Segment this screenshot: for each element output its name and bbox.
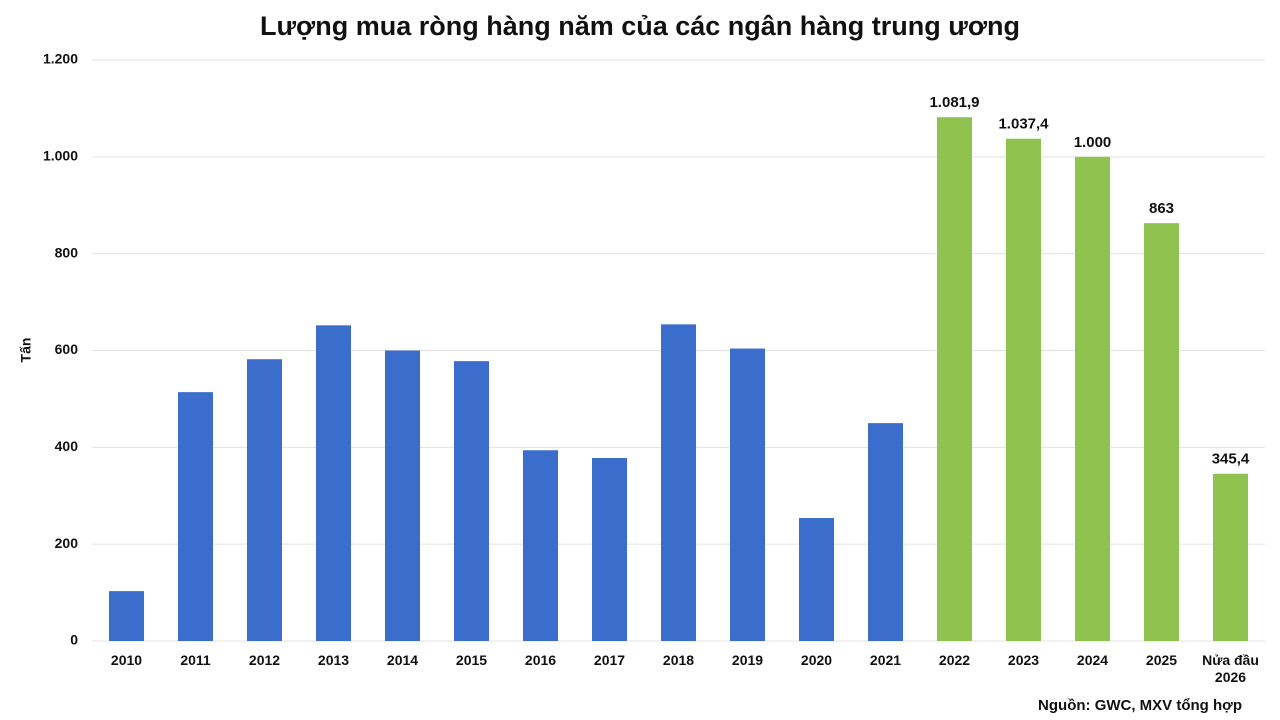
- bar: [661, 324, 696, 641]
- x-tick-label: 2025: [1145, 652, 1178, 668]
- bar: [799, 518, 834, 641]
- x-tick-label: 2010: [110, 652, 143, 668]
- bar: [454, 361, 489, 641]
- x-tick-label: 2015: [455, 652, 488, 668]
- value-label: 1.000: [1074, 134, 1112, 151]
- bar: [523, 450, 558, 641]
- bar: [316, 325, 351, 641]
- bar: [1144, 223, 1179, 641]
- bar: [592, 457, 627, 641]
- x-tick-label: Nửa đầu 2026: [1202, 652, 1259, 685]
- y-tick-label: 200: [55, 535, 79, 551]
- bar: [730, 348, 765, 641]
- x-tick-label: 2023: [1007, 652, 1040, 668]
- x-tick-label: 2013: [317, 652, 350, 668]
- x-tick-label: 2011: [180, 652, 211, 668]
- y-tick-label: 600: [55, 341, 79, 357]
- x-tick-label: 2021: [869, 652, 902, 668]
- bar: [1213, 473, 1248, 641]
- bar: [178, 392, 213, 641]
- bar: [109, 591, 144, 641]
- chart-title: Lượng mua ròng hàng năm của các ngân hàn…: [260, 11, 1020, 41]
- x-tick-label: 2024: [1076, 652, 1109, 668]
- value-label: 1.081,9: [929, 94, 979, 111]
- y-axis-title: Tấn: [18, 338, 34, 363]
- y-tick-label: 400: [55, 438, 79, 454]
- x-tick-label: 2018: [662, 652, 695, 668]
- y-tick-label: 1.000: [43, 148, 78, 164]
- x-tick-label: 2022: [938, 652, 971, 668]
- y-tick-label: 1.200: [43, 51, 78, 67]
- x-tick-label: 2017: [593, 652, 626, 668]
- bar: [385, 350, 420, 641]
- x-tick-label: 2014: [386, 652, 419, 668]
- value-label: 345,4: [1212, 451, 1250, 468]
- bar: [937, 117, 972, 642]
- bar: [868, 423, 903, 641]
- bar: [1006, 138, 1041, 641]
- bar: [1075, 156, 1110, 642]
- x-tick-label: 2016: [524, 652, 557, 668]
- bar: [247, 359, 282, 641]
- y-tick-label: 0: [70, 632, 78, 648]
- x-tick-label: 2020: [800, 652, 833, 668]
- source: Nguồn: GWC, MXV tổng hợp: [1038, 697, 1242, 714]
- y-tick-label: 800: [55, 244, 79, 260]
- x-tick-label: 2012: [248, 652, 281, 668]
- value-label: 863: [1149, 200, 1174, 217]
- x-tick-label: 2019: [731, 652, 764, 668]
- value-label: 1.037,4: [998, 116, 1049, 133]
